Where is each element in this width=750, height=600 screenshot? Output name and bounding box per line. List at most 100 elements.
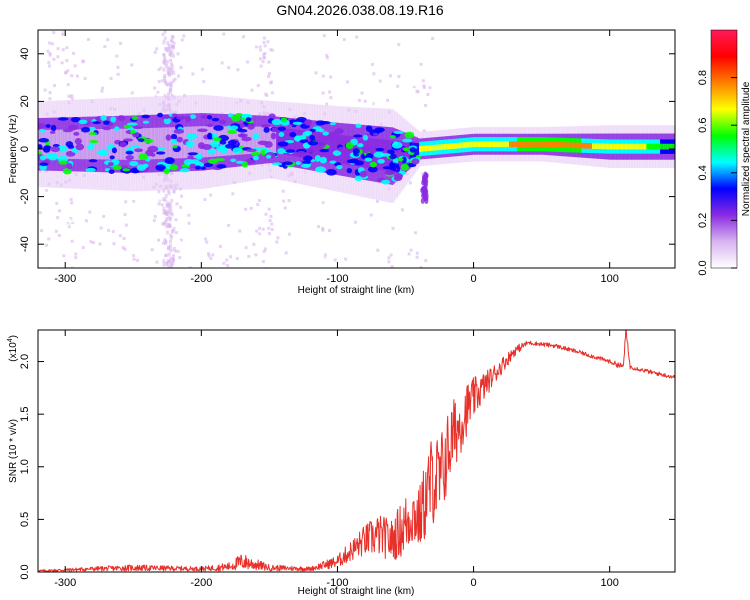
spectrogram-line-core-mark <box>529 141 531 148</box>
spectrogram-blob-mark <box>375 147 385 152</box>
spectrogram-blob-mark <box>280 117 288 123</box>
spectrogram-line-core-mark <box>487 141 489 148</box>
spectrogram-noise-mark <box>259 57 263 61</box>
spectrogram-line-core-mark <box>574 142 576 149</box>
spectrogram-blob-mark <box>302 155 313 162</box>
spectrogram-blob-mark <box>103 120 110 125</box>
spectrogram-noise-mark <box>317 225 321 229</box>
spectrogram-noise-mark <box>212 83 216 87</box>
spectrogram-line-core-mark <box>532 141 534 148</box>
spectrogram-band-mark <box>107 128 110 160</box>
spectrogram-band-mark <box>153 127 156 160</box>
spectrogram-blob-mark <box>197 128 208 133</box>
spectrogram-noise-mark <box>132 257 136 261</box>
spectrogram-noise-mark <box>351 98 355 102</box>
spectrogram-line-core-mark <box>542 141 545 148</box>
spectrogram-noise-mark <box>401 263 405 267</box>
spectrogram-noise-mark <box>160 69 164 73</box>
spectrogram-line-core-mark <box>434 144 436 151</box>
spectrogram-noise-mark <box>172 41 176 45</box>
spectrogram-line-core-mark <box>619 143 621 150</box>
spectrogram-noise-mark <box>399 39 403 43</box>
spectrogram-blob-mark <box>179 168 191 173</box>
spectrogram-line-core-mark <box>643 143 646 150</box>
spectrogram-noise-mark <box>102 239 106 243</box>
spectrogram-band-mark <box>346 135 349 165</box>
spectrogram-blob-mark <box>346 168 353 174</box>
spectrogram-noise-mark <box>154 83 158 87</box>
spectrogram-blob-mark <box>263 127 270 133</box>
spectrogram-noise-mark <box>170 40 174 44</box>
spectrogram-noise-mark <box>254 45 258 49</box>
spectrogram-line-core-mark <box>479 141 481 148</box>
spectrogram-band-mark <box>219 126 221 157</box>
spectrogram-noise-mark <box>406 119 410 123</box>
spectrogram-band-mark <box>405 141 408 164</box>
spectrogram-noise-mark <box>118 234 122 238</box>
spectrogram-line-core-mark <box>514 141 516 148</box>
spectrogram-stripe-mark <box>166 70 170 75</box>
spectrogram-noise-mark <box>287 199 291 203</box>
spectrogram-band-mark <box>397 141 399 169</box>
spectrogram-noise-mark <box>421 172 425 176</box>
spectrogram-stripe-mark <box>162 221 166 226</box>
spectrogram-band-mark <box>259 126 262 154</box>
spectrogram-line-core-mark <box>673 143 675 150</box>
spectrogram-noise-mark <box>66 83 70 87</box>
spectrogram-line-core-mark <box>430 145 432 151</box>
spectrogram-noise-mark <box>397 74 401 78</box>
spectrogram-noise-mark <box>107 228 111 232</box>
spectrogram-noise-mark <box>322 34 326 38</box>
spectrogram-line-core-mark <box>547 141 549 148</box>
spectrogram-noise-mark <box>267 76 271 80</box>
spectrogram-blob-mark <box>125 150 134 155</box>
spectrogram-line-core-mark <box>634 143 636 150</box>
spectrogram-line-core-mark <box>472 141 474 148</box>
spectrogram-band-mark <box>84 129 86 160</box>
spectrogram-line-core-mark <box>492 141 495 148</box>
spectrogram-line-core-mark <box>608 143 610 150</box>
spectrogram-noise-mark <box>225 258 229 262</box>
spectrogram-noise-mark <box>349 39 353 43</box>
spectrogram-noise-mark <box>51 191 55 195</box>
spectrogram-band-mark <box>59 129 62 159</box>
spectrogram-blob-mark <box>38 138 50 143</box>
snr-multiplier-base: (x10 <box>8 342 19 362</box>
spectrogram-line-core-mark <box>615 143 617 150</box>
spectrogram-line-core-mark <box>435 144 438 151</box>
spectrogram-blob-mark <box>304 130 313 136</box>
spectrogram-line-core-mark <box>658 143 661 150</box>
spectrogram-noise-mark <box>139 251 143 255</box>
spectrogram-noise-mark <box>200 190 204 194</box>
spectrogram-stripe-mark <box>162 259 166 264</box>
spectrogram-band-mark <box>280 127 282 155</box>
spectrogram-noise-mark <box>177 30 181 34</box>
spectrogram-blob-mark <box>356 143 364 148</box>
spectrogram-blob-mark <box>369 161 377 168</box>
spectrogram-line-core-mark <box>455 142 458 149</box>
spectrogram-y-tick-label: -40 <box>19 236 31 252</box>
spectrogram-blob-mark <box>211 117 220 122</box>
spectrogram-noise-mark <box>51 81 55 85</box>
spectrogram-noise-mark <box>55 201 59 205</box>
spectrogram-noise-mark <box>262 55 266 59</box>
spectrogram-band-mark <box>164 127 167 159</box>
spectrogram-blob-mark <box>232 147 243 154</box>
spectrogram-blob-mark <box>112 165 123 171</box>
snr-y-tick-label: 0.5 <box>19 512 31 527</box>
spectrogram-line-core-mark <box>587 143 590 149</box>
spectrogram-noise-mark <box>227 223 231 227</box>
spectrogram-noise-mark <box>66 31 70 35</box>
spectrogram-blob-mark <box>89 139 99 144</box>
spectrogram-line-core-mark <box>651 143 654 150</box>
spectrogram-blob-mark <box>132 125 144 130</box>
spectrogram-stripe-mark <box>165 47 169 52</box>
spectrogram-noise-mark <box>40 37 44 41</box>
spectrogram-band-mark <box>349 136 352 166</box>
spectrogram-noise-mark <box>257 94 261 98</box>
spectrogram-noise-mark <box>411 259 415 263</box>
spectrogram-band-mark <box>148 128 150 160</box>
spectrogram-noise-mark <box>209 264 213 268</box>
spectrogram-noise-mark <box>258 59 262 63</box>
spectrogram-noise-mark <box>330 241 334 245</box>
